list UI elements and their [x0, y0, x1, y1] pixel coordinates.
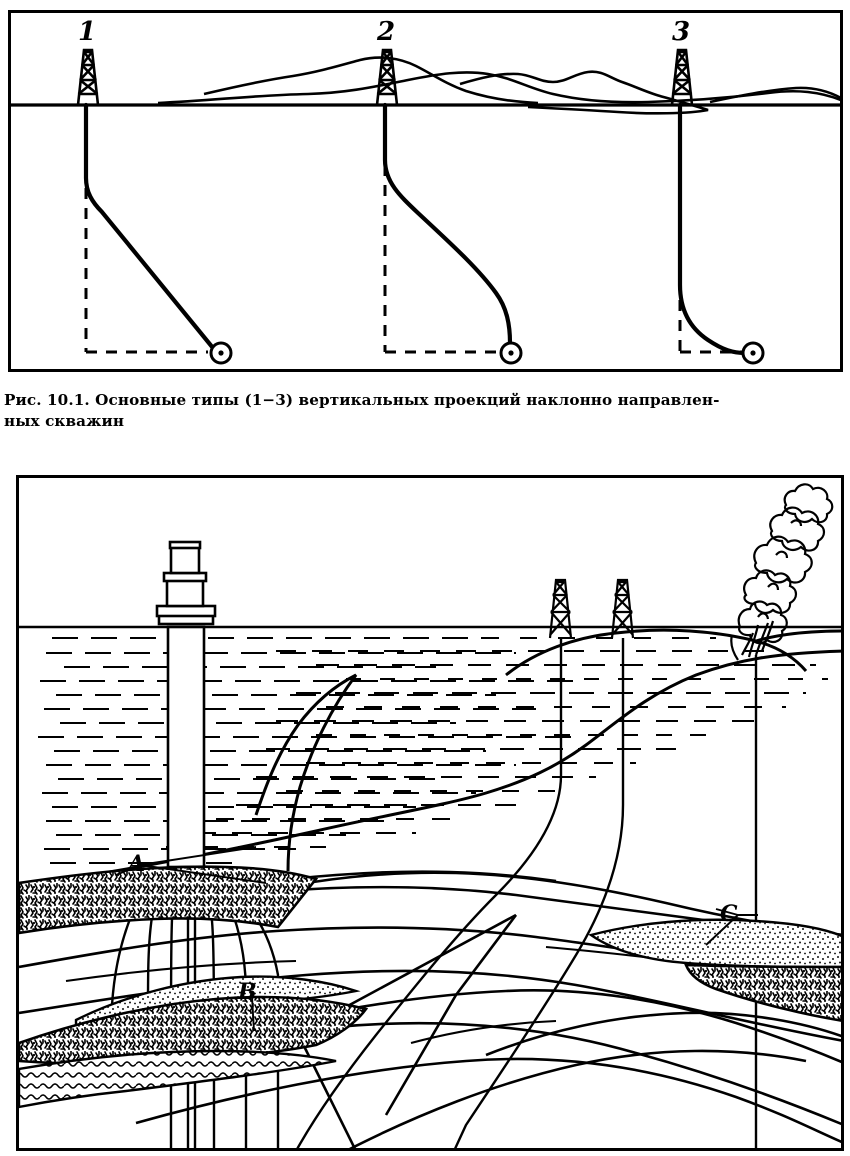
well-trajectory-2 — [382, 102, 513, 346]
reservoir-B-complex — [19, 975, 369, 1109]
land-derrick-2 — [610, 578, 635, 639]
label-leader-lines — [115, 846, 758, 1032]
caption-line-2: ных скважин — [4, 412, 125, 430]
label-A: A — [126, 851, 145, 877]
sea-bed-profile — [19, 649, 841, 887]
caption-line-1: Рис. 10.1. Основные типы (1−3) вертикаль… — [4, 391, 720, 409]
well-number-1: 1 — [78, 17, 96, 47]
land-derrick-1 — [548, 578, 573, 639]
reservoir-C-complex — [588, 918, 841, 1022]
well-2-target-dot — [508, 350, 514, 356]
well-trajectory-1 — [83, 102, 216, 351]
figure-1-caption: Рис. 10.1. Основные типы (1−3) вертикаль… — [4, 390, 846, 432]
well-3-dashed-guides — [678, 300, 742, 354]
label-C: C — [720, 901, 738, 927]
blowout-plume — [730, 483, 834, 661]
well-number-3: 3 — [672, 17, 690, 47]
figure-1-frame — [8, 10, 843, 372]
offshore-platform — [155, 540, 217, 869]
well-1-dashed-guides — [84, 188, 208, 354]
well-1-target-dot — [218, 350, 224, 356]
well-3-target-dot — [750, 350, 756, 356]
label-B: B — [237, 979, 257, 1005]
reservoir-A-oil-layer — [19, 865, 319, 935]
figure-1-directional-well-types: 1 2 3 — [8, 10, 843, 372]
sea-water-body — [19, 625, 841, 883]
well-number-2: 2 — [376, 17, 395, 47]
well-trajectory-3 — [677, 102, 748, 356]
figure-2-drilling-cross-section: A B C — [16, 475, 844, 1151]
